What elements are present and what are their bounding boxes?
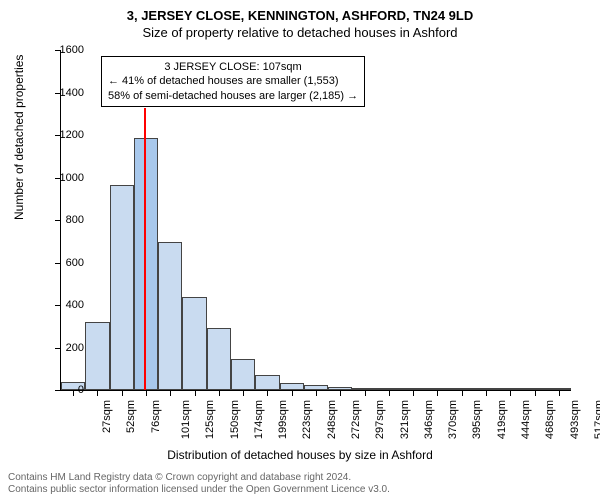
x-tick-label: 174sqm <box>253 400 265 439</box>
histogram-bar <box>134 138 158 390</box>
x-tick-label: 272sqm <box>350 400 362 439</box>
x-tick-label: 76sqm <box>150 400 162 433</box>
y-tick-label: 1200 <box>44 129 84 141</box>
x-tick <box>170 390 171 396</box>
x-tick <box>486 390 487 396</box>
x-tick <box>365 390 366 396</box>
x-tick <box>535 390 536 396</box>
histogram-bar <box>231 359 255 390</box>
y-tick-label: 800 <box>44 214 84 226</box>
x-tick-label: 248sqm <box>326 400 338 439</box>
annotation-line1: 3 JERSEY CLOSE: 107sqm <box>108 60 358 74</box>
x-tick-label: 370sqm <box>447 400 459 439</box>
x-tick-label: 27sqm <box>101 400 113 433</box>
histogram-bar <box>280 383 304 390</box>
x-tick <box>146 390 147 396</box>
x-tick <box>219 390 220 396</box>
histogram-bar <box>110 185 134 390</box>
x-tick <box>243 390 244 396</box>
x-tick <box>316 390 317 396</box>
x-tick-label: 321sqm <box>399 400 411 439</box>
histogram-bar <box>207 328 231 390</box>
x-tick-label: 517sqm <box>593 400 600 439</box>
y-tick-label: 1000 <box>44 172 84 184</box>
y-tick-label: 1400 <box>44 87 84 99</box>
x-tick-label: 444sqm <box>520 400 532 439</box>
chart-container: 3, JERSEY CLOSE, KENNINGTON, ASHFORD, TN… <box>0 0 600 500</box>
x-tick <box>559 390 560 396</box>
x-tick-label: 297sqm <box>374 400 386 439</box>
x-axis-title: Distribution of detached houses by size … <box>0 448 600 462</box>
y-tick-label: 200 <box>44 342 84 354</box>
x-tick-label: 150sqm <box>229 400 241 439</box>
y-tick-label: 400 <box>44 299 84 311</box>
footer-line2: Contains public sector information licen… <box>8 484 390 496</box>
histogram-bar <box>255 375 279 390</box>
histogram-bar <box>85 322 109 390</box>
x-tick <box>340 390 341 396</box>
x-tick-label: 125sqm <box>204 400 216 439</box>
x-tick-label: 199sqm <box>277 400 289 439</box>
x-tick <box>413 390 414 396</box>
x-tick-label: 419sqm <box>496 400 508 439</box>
x-tick <box>389 390 390 396</box>
x-tick <box>195 390 196 396</box>
x-tick <box>510 390 511 396</box>
annotation-line2: ← 41% of detached houses are smaller (1,… <box>108 74 358 88</box>
x-tick <box>97 390 98 396</box>
chart-subtitle: Size of property relative to detached ho… <box>0 23 600 40</box>
x-tick-label: 223sqm <box>302 400 314 439</box>
histogram-bar <box>182 297 206 391</box>
x-tick-label: 101sqm <box>180 400 192 439</box>
footer-text: Contains HM Land Registry data © Crown c… <box>8 472 390 496</box>
x-tick-label: 52sqm <box>125 400 137 433</box>
chart-title: 3, JERSEY CLOSE, KENNINGTON, ASHFORD, TN… <box>0 0 600 23</box>
x-tick <box>292 390 293 396</box>
footer-line1: Contains HM Land Registry data © Crown c… <box>8 472 390 484</box>
x-tick <box>122 390 123 396</box>
histogram-bar <box>158 242 182 390</box>
annotation-line3: 58% of semi-detached houses are larger (… <box>108 89 358 103</box>
y-tick-label: 0 <box>44 384 84 396</box>
annotation-box: 3 JERSEY CLOSE: 107sqm ← 41% of detached… <box>101 56 365 107</box>
plot-area: 3 JERSEY CLOSE: 107sqm ← 41% of detached… <box>60 50 571 391</box>
x-tick <box>437 390 438 396</box>
y-tick-label: 600 <box>44 257 84 269</box>
x-tick <box>267 390 268 396</box>
y-tick-label: 1600 <box>44 44 84 56</box>
x-tick-label: 346sqm <box>423 400 435 439</box>
x-tick-label: 395sqm <box>472 400 484 439</box>
marker-line <box>144 108 146 390</box>
y-axis-title: Number of detached properties <box>12 55 26 220</box>
x-tick-label: 468sqm <box>544 400 556 439</box>
x-tick-label: 493sqm <box>569 400 581 439</box>
x-tick <box>462 390 463 396</box>
